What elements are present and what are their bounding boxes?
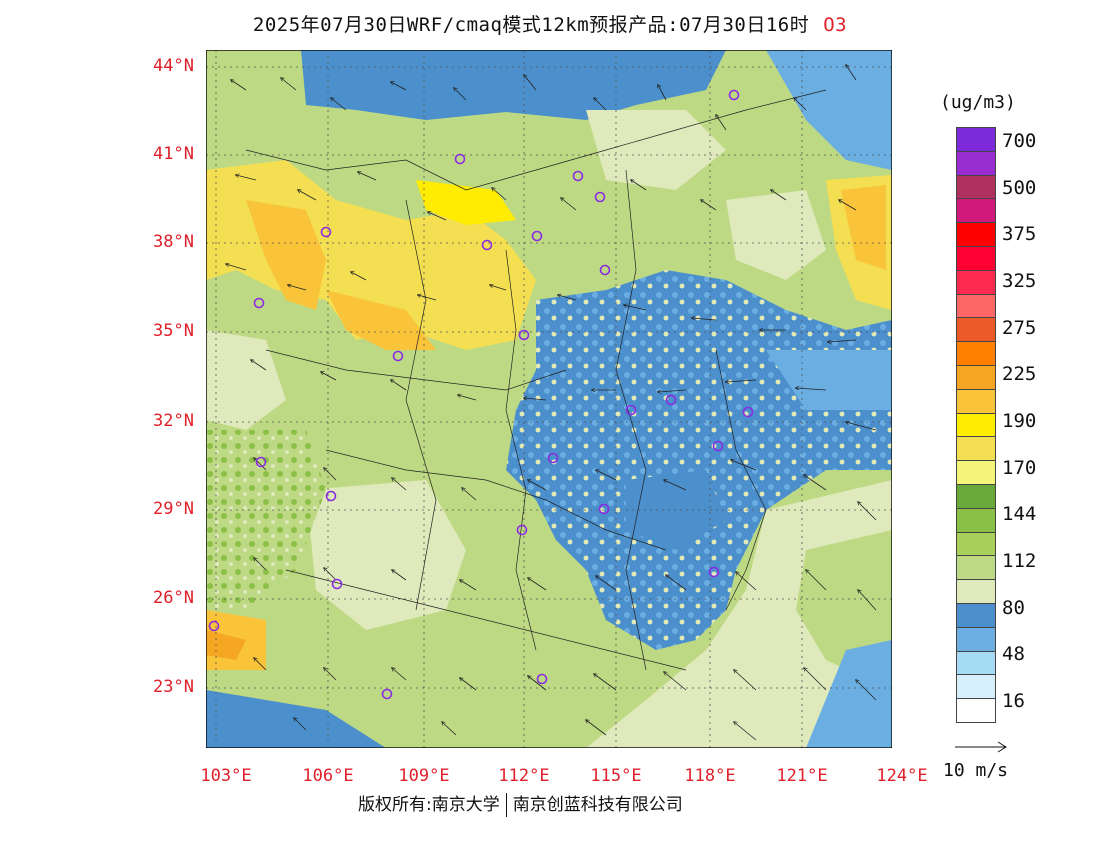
- province-boundaries: [245, 89, 827, 671]
- colorbar-label: 112: [1002, 550, 1037, 572]
- wind-reference-arrow: [955, 741, 1007, 753]
- colorbar-cell: [956, 317, 996, 343]
- colorbar-cell: [956, 626, 996, 652]
- colorbar-label: 48: [1002, 643, 1025, 666]
- colorbar-cell: [956, 365, 996, 390]
- colorbar-cell: [956, 174, 996, 200]
- colorbar-cell: [956, 650, 996, 676]
- lat-label-26: 26°N: [153, 588, 194, 608]
- lat-label-44: 44°N: [153, 56, 194, 76]
- colorbar-label: 144: [1002, 503, 1037, 526]
- colorbar-cell: [956, 460, 996, 485]
- colorbar-label: 225: [1002, 363, 1037, 386]
- colorbar-cell: [956, 293, 996, 319]
- lon-label-109: 109°E: [398, 766, 450, 786]
- lon-label-121: 121°E: [776, 766, 828, 786]
- copyright-text: 版权所有:南京大学: [358, 795, 500, 815]
- lon-label-106: 106°E: [302, 766, 354, 786]
- map-title: 2025年07月30日WRF/cmaq模式12km预报产品:07月30日16时 O…: [0, 10, 1100, 37]
- colorbar-cell: [956, 388, 996, 414]
- colorbar-cell: [956, 698, 996, 723]
- colorbar-cell: [956, 674, 996, 700]
- lon-label-118: 118°E: [684, 766, 736, 786]
- colorbar-cell: [956, 150, 996, 176]
- colorbar-label: 170: [1002, 456, 1037, 479]
- colorbar-unit: (ug/m3): [940, 92, 1016, 113]
- wind-reference-label: 10 m/s: [943, 760, 1009, 781]
- copyright-footer: 版权所有:南京大学 南京创蓝科技有限公司: [358, 790, 683, 817]
- colorbar-cell: [956, 246, 996, 271]
- lat-label-35: 35°N: [153, 321, 194, 341]
- lon-label-112: 112°E: [498, 766, 550, 786]
- colorbar-label: 700: [1002, 130, 1037, 152]
- colorbar-cell: [956, 436, 996, 462]
- concentration-map: [206, 50, 892, 748]
- footer-separator: [505, 793, 507, 817]
- colorbar-label: 275: [1002, 316, 1037, 339]
- colorbar-cell: [956, 603, 996, 628]
- colorbar-label: 16: [1002, 690, 1025, 712]
- north-blue-region: [301, 50, 726, 120]
- lon-label-124: 124°E: [876, 766, 928, 786]
- lat-label-32: 32°N: [153, 411, 194, 431]
- graticule: [206, 50, 892, 748]
- colorbar-cell: [956, 222, 996, 247]
- lon-label-103: 103°E: [200, 766, 252, 786]
- lat-label-29: 29°N: [153, 499, 194, 519]
- colorbar-cell: [956, 484, 996, 509]
- species-label: O3: [823, 14, 848, 36]
- colorbar-cell: [956, 531, 996, 557]
- city-markers: [208, 89, 754, 700]
- lat-label-23: 23°N: [153, 677, 194, 697]
- colorbar-cell: [956, 412, 996, 438]
- colorbar-cell: [956, 579, 996, 604]
- colorbar-cell: [956, 198, 996, 224]
- lat-label-41: 41°N: [153, 144, 194, 164]
- colorbar-cell: [956, 507, 996, 533]
- lat-label-38: 38°N: [153, 232, 194, 252]
- colorbar-cell: [956, 127, 996, 152]
- company-text: 南京创蓝科技有限公司: [512, 795, 683, 815]
- south-sea-region: [586, 480, 892, 748]
- colorbar-cell: [956, 555, 996, 581]
- lon-label-115: 115°E: [590, 766, 642, 786]
- colorbar-label: 80: [1002, 596, 1025, 619]
- colorbar-label: 500: [1002, 176, 1037, 199]
- colorbar-label: 190: [1002, 410, 1037, 432]
- colorbar-label: 375: [1002, 223, 1037, 246]
- wind-vectors: [226, 65, 877, 741]
- colorbar-label: 325: [1002, 270, 1037, 292]
- map-title-text: 2025年07月30日WRF/cmaq模式12km预报产品:07月30日16时: [252, 14, 810, 36]
- colorbar-cell: [956, 269, 996, 295]
- colorbar-cell: [956, 341, 996, 366]
